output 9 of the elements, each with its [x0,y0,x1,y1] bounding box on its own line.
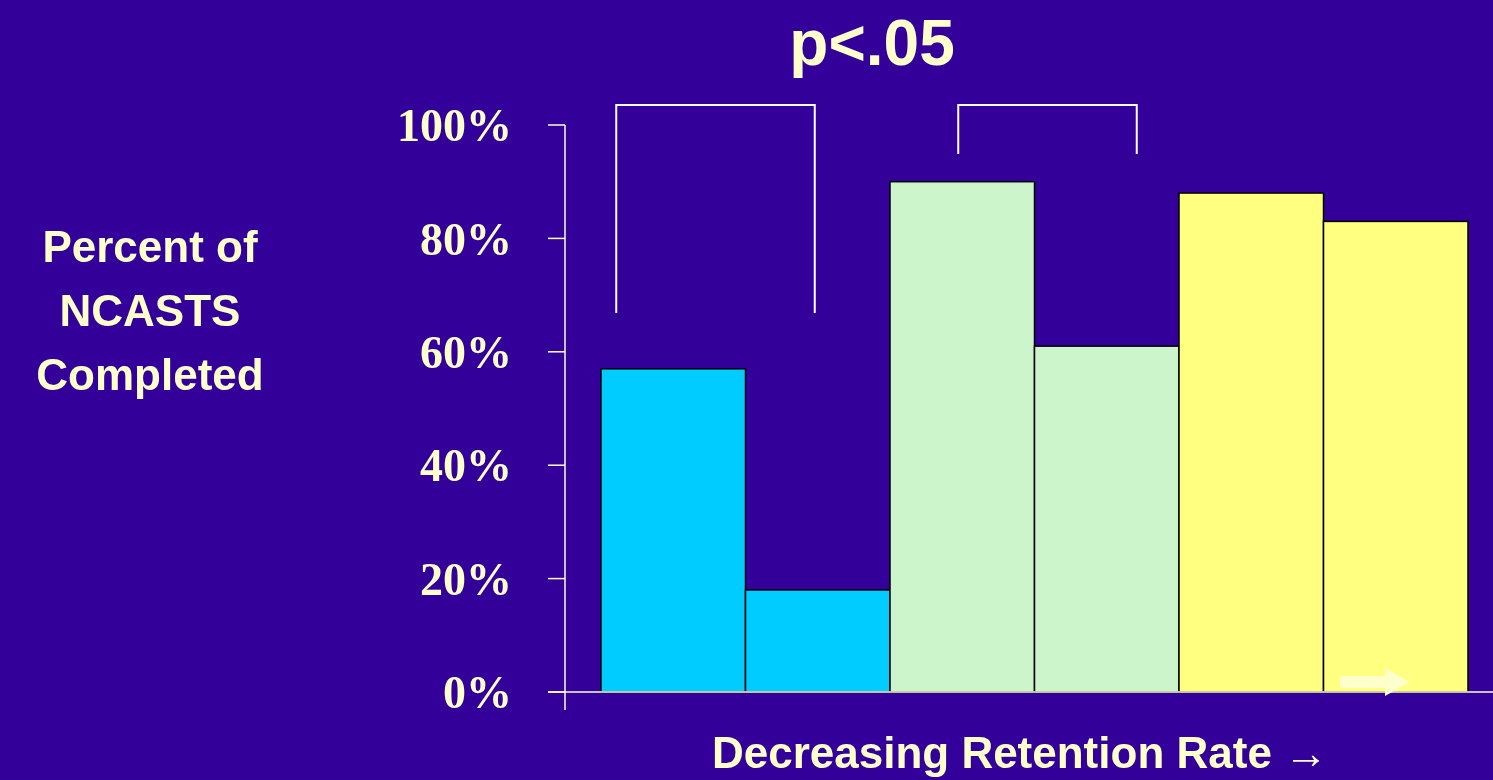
y-tick-label: 20% [420,553,512,605]
y-tick-label: 40% [420,440,512,492]
y-tick-label: 0% [443,667,512,719]
text: p<.05 [789,7,955,79]
y-tick-label: 80% [420,213,512,265]
y-tick-label: 60% [420,326,512,378]
y-axis-title: Percent of NCASTS Completed [36,222,264,399]
x-axis-title: Decreasing Retention Rate → [711,728,1329,777]
y-tick-label: 100% [397,100,512,152]
